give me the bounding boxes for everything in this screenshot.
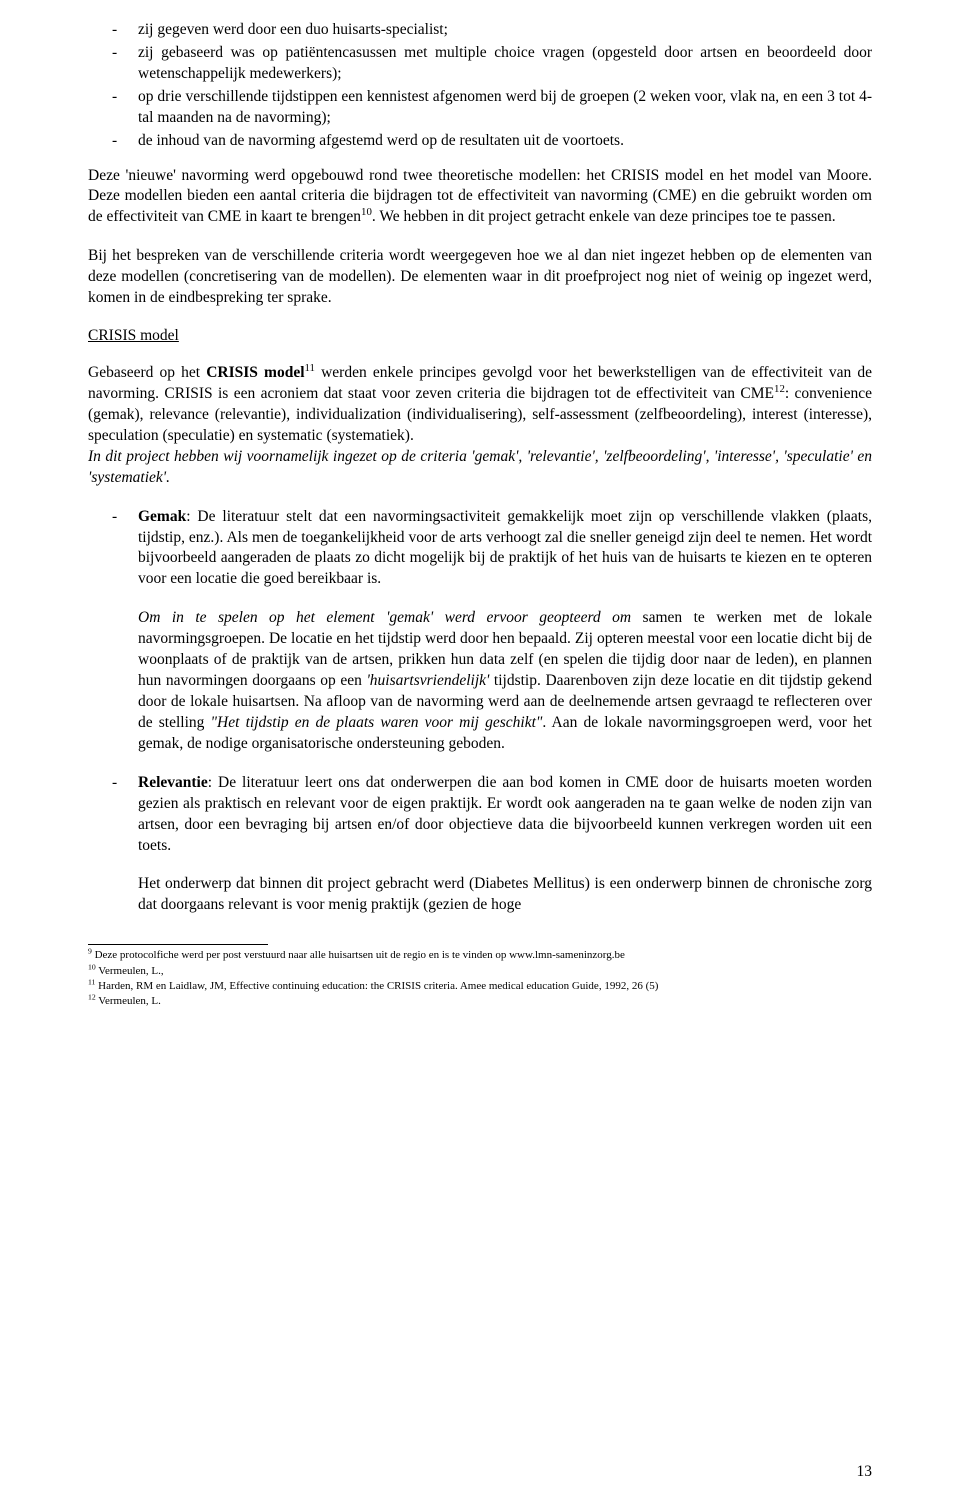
footnote-text: Harden, RM en Laidlaw, JM, Effective con… <box>95 980 658 992</box>
criterion-label: Relevantie <box>138 774 208 791</box>
paragraph-models-intro: Deze 'nieuwe' navorming werd opgebouwd r… <box>88 166 872 229</box>
footnotes: 9 Deze protocolfiche werd per post verst… <box>88 948 872 1008</box>
gemak-sub-paragraph: Om in te spelen op het element 'gemak' w… <box>138 608 872 754</box>
document-page: zij gegeven werd door een duo huisarts-s… <box>0 0 960 1509</box>
footnote-number: 10 <box>88 962 96 971</box>
list-item: zij gegeven werd door een duo huisarts-s… <box>138 20 872 41</box>
text: : De literatuur leert ons dat onderwerpe… <box>138 774 872 854</box>
footnote-11: 11 Harden, RM en Laidlaw, JM, Effective … <box>88 979 872 993</box>
crisis-criteria-list: Gemak: De literatuur stelt dat een navor… <box>88 507 872 917</box>
list-item: op drie verschillende tijdstippen een ke… <box>138 87 872 129</box>
text: Gebaseerd op het <box>88 364 206 381</box>
footnote-12: 12 Vermeulen, L. <box>88 994 872 1008</box>
section-heading-crisis: CRISIS model <box>88 327 872 345</box>
intro-bullet-list: zij gegeven werd door een duo huisarts-s… <box>88 20 872 152</box>
criterion-label: Gemak <box>138 508 186 525</box>
text: : De literatuur stelt dat een navormings… <box>138 508 872 588</box>
footnote-10: 10 Vermeulen, L., <box>88 964 872 978</box>
list-item: de inhoud van de navorming afgestemd wer… <box>138 131 872 152</box>
paragraph-criteria-discussion: Bij het bespreken van de verschillende c… <box>88 246 872 309</box>
footnote-text: Vermeulen, L., <box>96 965 164 977</box>
list-item-relevantie: Relevantie: De literatuur leert ons dat … <box>138 773 872 917</box>
footnote-text: Vermeulen, L. <box>96 995 161 1007</box>
relevantie-sub-paragraph: Het onderwerp dat binnen dit project geb… <box>138 874 872 916</box>
text-bold: CRISIS model <box>206 364 304 381</box>
list-item: zij gebaseerd was op patiëntencasussen m… <box>138 43 872 85</box>
footnote-text: Deze protocolfiche werd per post verstuu… <box>92 949 625 961</box>
footnote-9: 9 Deze protocolfiche werd per post verst… <box>88 948 872 962</box>
list-item-gemak: Gemak: De literatuur stelt dat een navor… <box>138 507 872 755</box>
text: . We hebben in dit project getracht enke… <box>372 208 836 225</box>
text-italic: 'huisartsvriendelijk' <box>366 672 489 689</box>
paragraph-crisis-intro: Gebaseerd op het CRISIS model11 werden e… <box>88 363 872 489</box>
text-italic: In dit project hebben wij voornamelijk i… <box>88 448 872 486</box>
text-italic: Om in te spelen op het element 'gemak' w… <box>138 609 643 626</box>
text-italic: "Het tijdstip en de plaats waren voor mi… <box>211 714 543 731</box>
footnote-ref-11: 11 <box>305 362 315 374</box>
footnote-ref-10: 10 <box>361 206 372 218</box>
page-number: 13 <box>857 1463 873 1481</box>
footnote-number: 12 <box>88 993 96 1002</box>
footnote-ref-12: 12 <box>774 383 785 395</box>
